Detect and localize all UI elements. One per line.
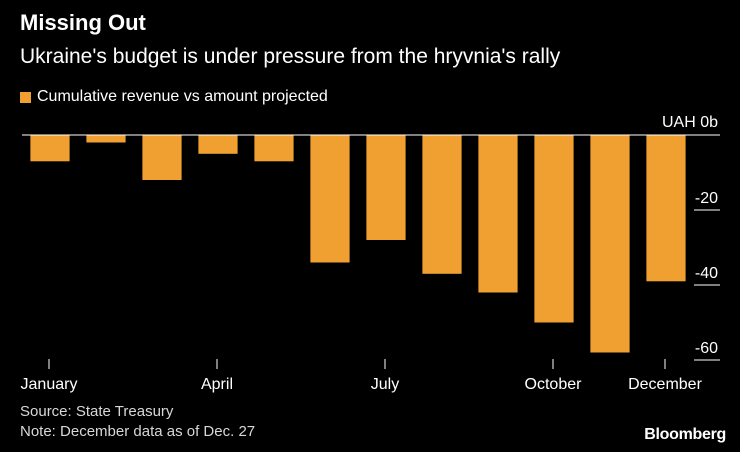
bar-nov [590,135,630,353]
chart-title: Missing Out [20,10,146,35]
bar-jun [310,135,350,263]
y-tick-label: -60 [695,340,718,357]
y-tick-label: UAH 0b [662,114,718,131]
bar-dec [646,135,686,282]
bar-may [254,135,294,162]
data-note: Note: December data as of Dec. 27 [20,423,256,440]
x-tick-label: April [201,376,233,393]
legend-swatch [20,91,31,103]
chart-subtitle: Ukraine's budget is under pressure from … [20,45,561,68]
bar-mar [142,135,182,180]
x-tick-label: January [21,376,78,393]
legend-label: Cumulative revenue vs amount projected [37,88,328,105]
bar-jul [366,135,406,240]
x-tick-label: December [628,376,702,393]
bar-sep [478,135,518,293]
footer-notes: Source: State Treasury Note: December da… [20,402,255,442]
y-tick-label: -20 [695,190,718,207]
bar-apr [198,135,238,154]
bar-aug [422,135,462,274]
bloomberg-logo: Bloomberg [644,426,726,443]
bar-jan [30,135,70,162]
bar-feb [86,135,126,143]
bar-oct [534,135,574,323]
x-tick-label: October [525,376,583,393]
y-tick-label: -40 [695,265,718,282]
bar-chart: UAH 0b -20 -40 -60 January April July October De… [21,114,720,393]
x-tick-label: July [371,376,399,393]
source-note: Source: State Treasury [20,403,174,420]
legend: Cumulative revenue vs amount projected [20,88,328,106]
